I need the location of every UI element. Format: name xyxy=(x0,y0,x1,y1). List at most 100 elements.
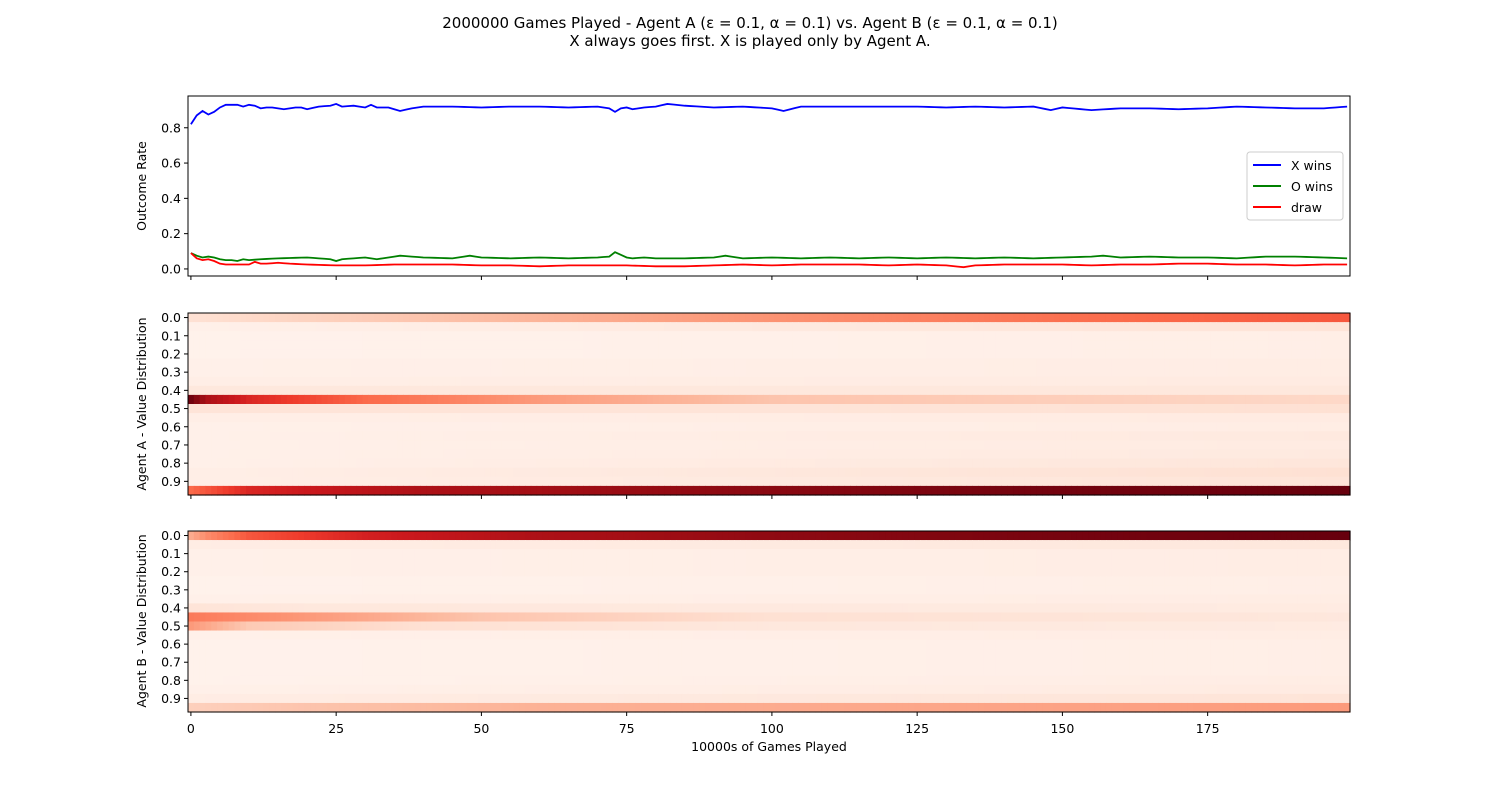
heatmap-cell xyxy=(681,367,689,378)
heatmap-cell xyxy=(1082,449,1090,460)
heatmap-cell xyxy=(1135,540,1142,550)
heatmap-cell xyxy=(856,431,863,441)
heatmap-cell xyxy=(902,404,910,414)
heatmap-cell xyxy=(280,531,288,541)
heatmap-cell xyxy=(542,394,549,405)
heatmap-cell xyxy=(327,485,334,496)
heatmap-cell xyxy=(588,313,596,323)
heatmap-cell xyxy=(879,376,886,387)
heatmap-cell xyxy=(1309,540,1316,550)
heatmap-cell xyxy=(1024,422,1032,432)
heatmap-cell xyxy=(495,467,503,478)
heatmap-cell xyxy=(745,458,753,469)
heatmap-cell xyxy=(920,367,927,378)
heatmap-cell xyxy=(565,404,573,414)
heatmap-cell xyxy=(1274,404,1281,414)
heatmap-cell xyxy=(763,458,770,469)
heatmap-cell xyxy=(612,531,619,541)
heatmap-cell xyxy=(879,458,886,469)
heatmap-cell xyxy=(362,549,369,559)
heatmap-cell xyxy=(769,449,776,460)
heatmap-cell xyxy=(507,394,514,405)
heatmap-cell xyxy=(1042,485,1049,496)
heatmap-cell xyxy=(687,322,695,332)
heatmap-cell xyxy=(234,376,241,387)
heatmap-cell xyxy=(385,485,392,496)
heatmap-cell xyxy=(1297,458,1305,469)
heatmap-cell xyxy=(954,394,962,405)
heatmap-cell xyxy=(803,431,811,441)
heatmap-cell xyxy=(838,540,846,550)
heatmap-cell xyxy=(896,431,904,441)
heatmap-cell xyxy=(327,431,334,441)
heatmap-cell xyxy=(606,558,613,568)
heatmap-cell xyxy=(466,385,474,396)
heatmap-cell xyxy=(478,558,485,568)
heatmap-cell xyxy=(286,431,294,441)
heatmap-cell xyxy=(472,440,480,451)
heatmap-cell xyxy=(222,558,230,568)
heatmap-cell xyxy=(356,467,363,478)
heatmap-cell xyxy=(1280,313,1287,323)
heatmap-cell xyxy=(1326,549,1334,559)
heatmap-cell xyxy=(1239,367,1247,378)
heatmap-cell xyxy=(832,549,840,559)
heatmap-cell xyxy=(583,376,590,387)
heatmap-cell xyxy=(861,540,869,550)
heatmap-cell xyxy=(925,476,933,487)
heatmap-cell xyxy=(315,394,323,405)
heatmap-cell xyxy=(443,422,451,432)
heatmap-cell xyxy=(211,313,218,323)
heatmap-cell xyxy=(443,549,451,559)
heatmap-cell xyxy=(217,349,224,360)
heatmap-cell xyxy=(757,467,764,478)
heatmap-cell xyxy=(391,404,398,414)
heatmap-cell xyxy=(774,567,782,577)
heatmap-cell xyxy=(861,567,869,577)
heatmap-cell xyxy=(1291,540,1299,550)
heatmap-cell xyxy=(1227,358,1235,369)
heatmap-cell xyxy=(745,358,753,369)
heatmap-cell xyxy=(710,540,718,550)
heatmap-cell xyxy=(954,449,962,460)
heatmap-cell xyxy=(966,313,973,323)
heatmap-cell xyxy=(745,340,753,350)
heatmap-cell xyxy=(466,413,474,423)
heatmap-cell xyxy=(321,540,329,550)
heatmap-cell xyxy=(914,485,921,496)
heatmap-cell xyxy=(1257,440,1264,451)
heatmap-cell xyxy=(606,467,613,478)
heatmap-cell xyxy=(524,449,532,460)
heatmap-cell xyxy=(402,413,410,423)
heatmap-cell xyxy=(710,449,718,460)
heatmap-cell xyxy=(1007,385,1014,396)
heatmap-cell xyxy=(490,313,497,323)
heatmap-cell xyxy=(495,322,503,332)
heatmap-cell xyxy=(583,367,590,378)
heatmap-cell xyxy=(1257,531,1264,541)
heatmap-cell xyxy=(983,349,991,360)
heatmap-cell xyxy=(292,385,299,396)
heatmap-cell xyxy=(803,476,811,487)
heatmap-cell xyxy=(798,358,805,369)
heatmap-cell xyxy=(815,458,822,469)
heatmap-cell xyxy=(646,467,654,478)
heatmap-cell xyxy=(1175,558,1183,568)
heatmap-cell xyxy=(617,467,625,478)
heatmap-cell xyxy=(554,449,561,460)
heatmap-cell xyxy=(943,367,950,378)
heatmap-cell xyxy=(809,458,817,469)
heatmap-cell xyxy=(1175,349,1183,360)
heatmap-cell xyxy=(670,331,677,341)
heatmap-cell xyxy=(838,331,846,341)
heatmap-cell xyxy=(426,467,433,478)
heatmap-cell xyxy=(902,558,910,568)
heatmap-cell xyxy=(612,567,619,577)
heatmap-cell xyxy=(612,485,619,496)
heatmap-cell xyxy=(414,485,421,496)
heatmap-cell xyxy=(356,404,363,414)
heatmap-cell xyxy=(583,567,590,577)
heatmap-cell xyxy=(501,549,509,559)
heatmap-cell xyxy=(350,340,358,350)
heatmap-cell xyxy=(536,567,544,577)
